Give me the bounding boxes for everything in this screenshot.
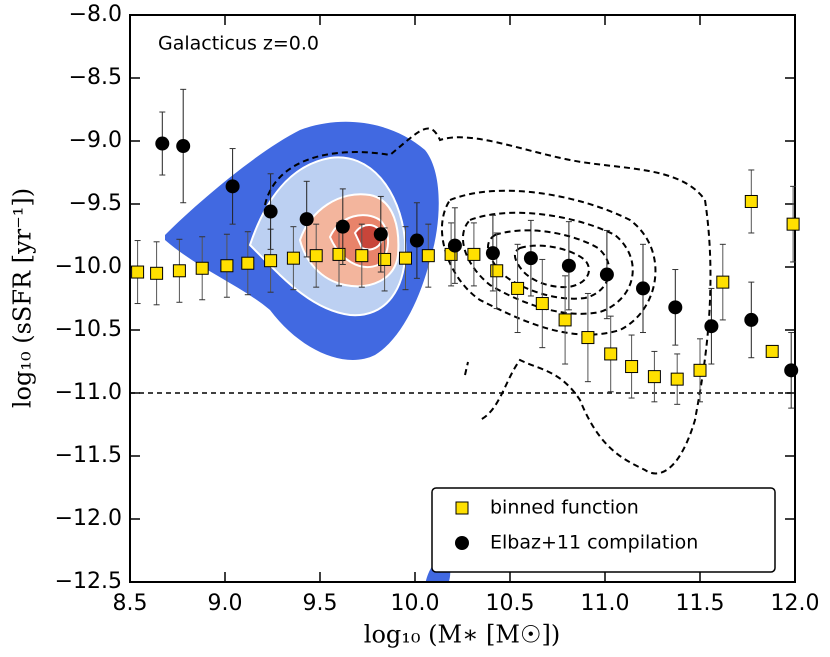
- legend-marker: [455, 536, 469, 550]
- data-point: [511, 281, 525, 295]
- x-tick-label: 12.0: [771, 591, 820, 616]
- data-point: [176, 139, 191, 154]
- dashed-contour: [486, 229, 611, 300]
- data-point: [636, 281, 650, 296]
- x-tick-label: 9.5: [303, 591, 338, 616]
- data-point: [784, 363, 799, 378]
- data-point: [561, 258, 576, 273]
- data-point: [421, 249, 435, 263]
- data-point: [765, 344, 779, 358]
- x-tick-label: 10.5: [486, 591, 535, 616]
- data-point: [263, 204, 278, 219]
- data-point: [604, 347, 618, 361]
- data-point: [373, 227, 388, 242]
- y-tick-label: −8.0: [69, 2, 122, 27]
- x-tick-label: 10.0: [391, 591, 440, 616]
- data-point: [264, 254, 278, 268]
- data-point: [647, 370, 661, 384]
- x-tick-label: 11.0: [581, 591, 630, 616]
- data-point: [704, 319, 719, 334]
- data-point: [378, 252, 392, 266]
- data-point: [581, 331, 595, 345]
- annotation: Galacticus z=0.0: [158, 33, 319, 55]
- data-point: [399, 251, 412, 265]
- data-point: [355, 249, 369, 263]
- data-point: [744, 194, 758, 208]
- data-point: [670, 372, 684, 386]
- x-axis-label: log₁₀ (M∗ [M☉]): [364, 621, 560, 649]
- legend-label: Elbaz+11 compilation: [490, 532, 698, 554]
- data-point: [485, 246, 500, 261]
- y-tick-label: −10.0: [55, 254, 122, 279]
- data-point: [716, 275, 730, 289]
- data-point: [467, 247, 481, 261]
- data-point: [744, 312, 759, 327]
- data-point: [131, 265, 145, 279]
- dashed-contour: [514, 244, 590, 289]
- data-point: [195, 261, 209, 275]
- data-point: [668, 300, 683, 315]
- legend-label: binned function: [490, 497, 639, 519]
- data-point: [309, 249, 323, 263]
- dashed-contours: [264, 127, 712, 475]
- data-point: [558, 313, 572, 327]
- data-point: [523, 251, 538, 266]
- data-point: [535, 297, 549, 311]
- y-tick-label: −10.5: [55, 317, 122, 342]
- data-point: [786, 217, 800, 231]
- data-point: [286, 251, 300, 265]
- data-point: [332, 247, 346, 261]
- x-tick-label: 11.5: [676, 591, 725, 616]
- x-tick-label: 8.5: [113, 591, 148, 616]
- data-point: [220, 259, 234, 273]
- y-tick-label: −12.0: [55, 506, 122, 531]
- dashed-contour: [461, 211, 634, 315]
- y-tick-label: −11.0: [55, 380, 122, 405]
- data-point: [150, 266, 164, 280]
- data-point: [490, 264, 504, 278]
- data-point: [447, 238, 462, 253]
- dashed-contour: [464, 361, 469, 376]
- data-point: [225, 179, 240, 194]
- data-point: [625, 360, 639, 374]
- x-tick-label: 9.0: [208, 591, 243, 616]
- y-tick-label: −9.5: [69, 191, 122, 216]
- dashed-contour: [264, 127, 712, 475]
- data-point: [335, 219, 350, 234]
- y-tick-label: −12.5: [55, 569, 122, 594]
- y-tick-label: −8.5: [69, 65, 122, 90]
- y-tick-label: −9.0: [69, 128, 122, 153]
- data-point: [409, 233, 424, 248]
- legend: binned function Elbaz+11 compilation: [431, 487, 776, 573]
- data-point: [599, 267, 614, 282]
- data-point: [299, 212, 314, 227]
- data-point: [172, 264, 186, 278]
- legend-marker: [455, 501, 469, 515]
- dashed-contour: [441, 189, 657, 336]
- legend-box: [431, 487, 776, 573]
- data-point: [241, 256, 255, 270]
- data-point: [155, 136, 170, 151]
- y-tick-label: −11.5: [55, 443, 122, 468]
- plot-frame: [129, 14, 796, 583]
- y-axis-label: log₁₀ (sSFR [yr⁻¹]): [9, 188, 37, 408]
- data-point: [693, 363, 707, 377]
